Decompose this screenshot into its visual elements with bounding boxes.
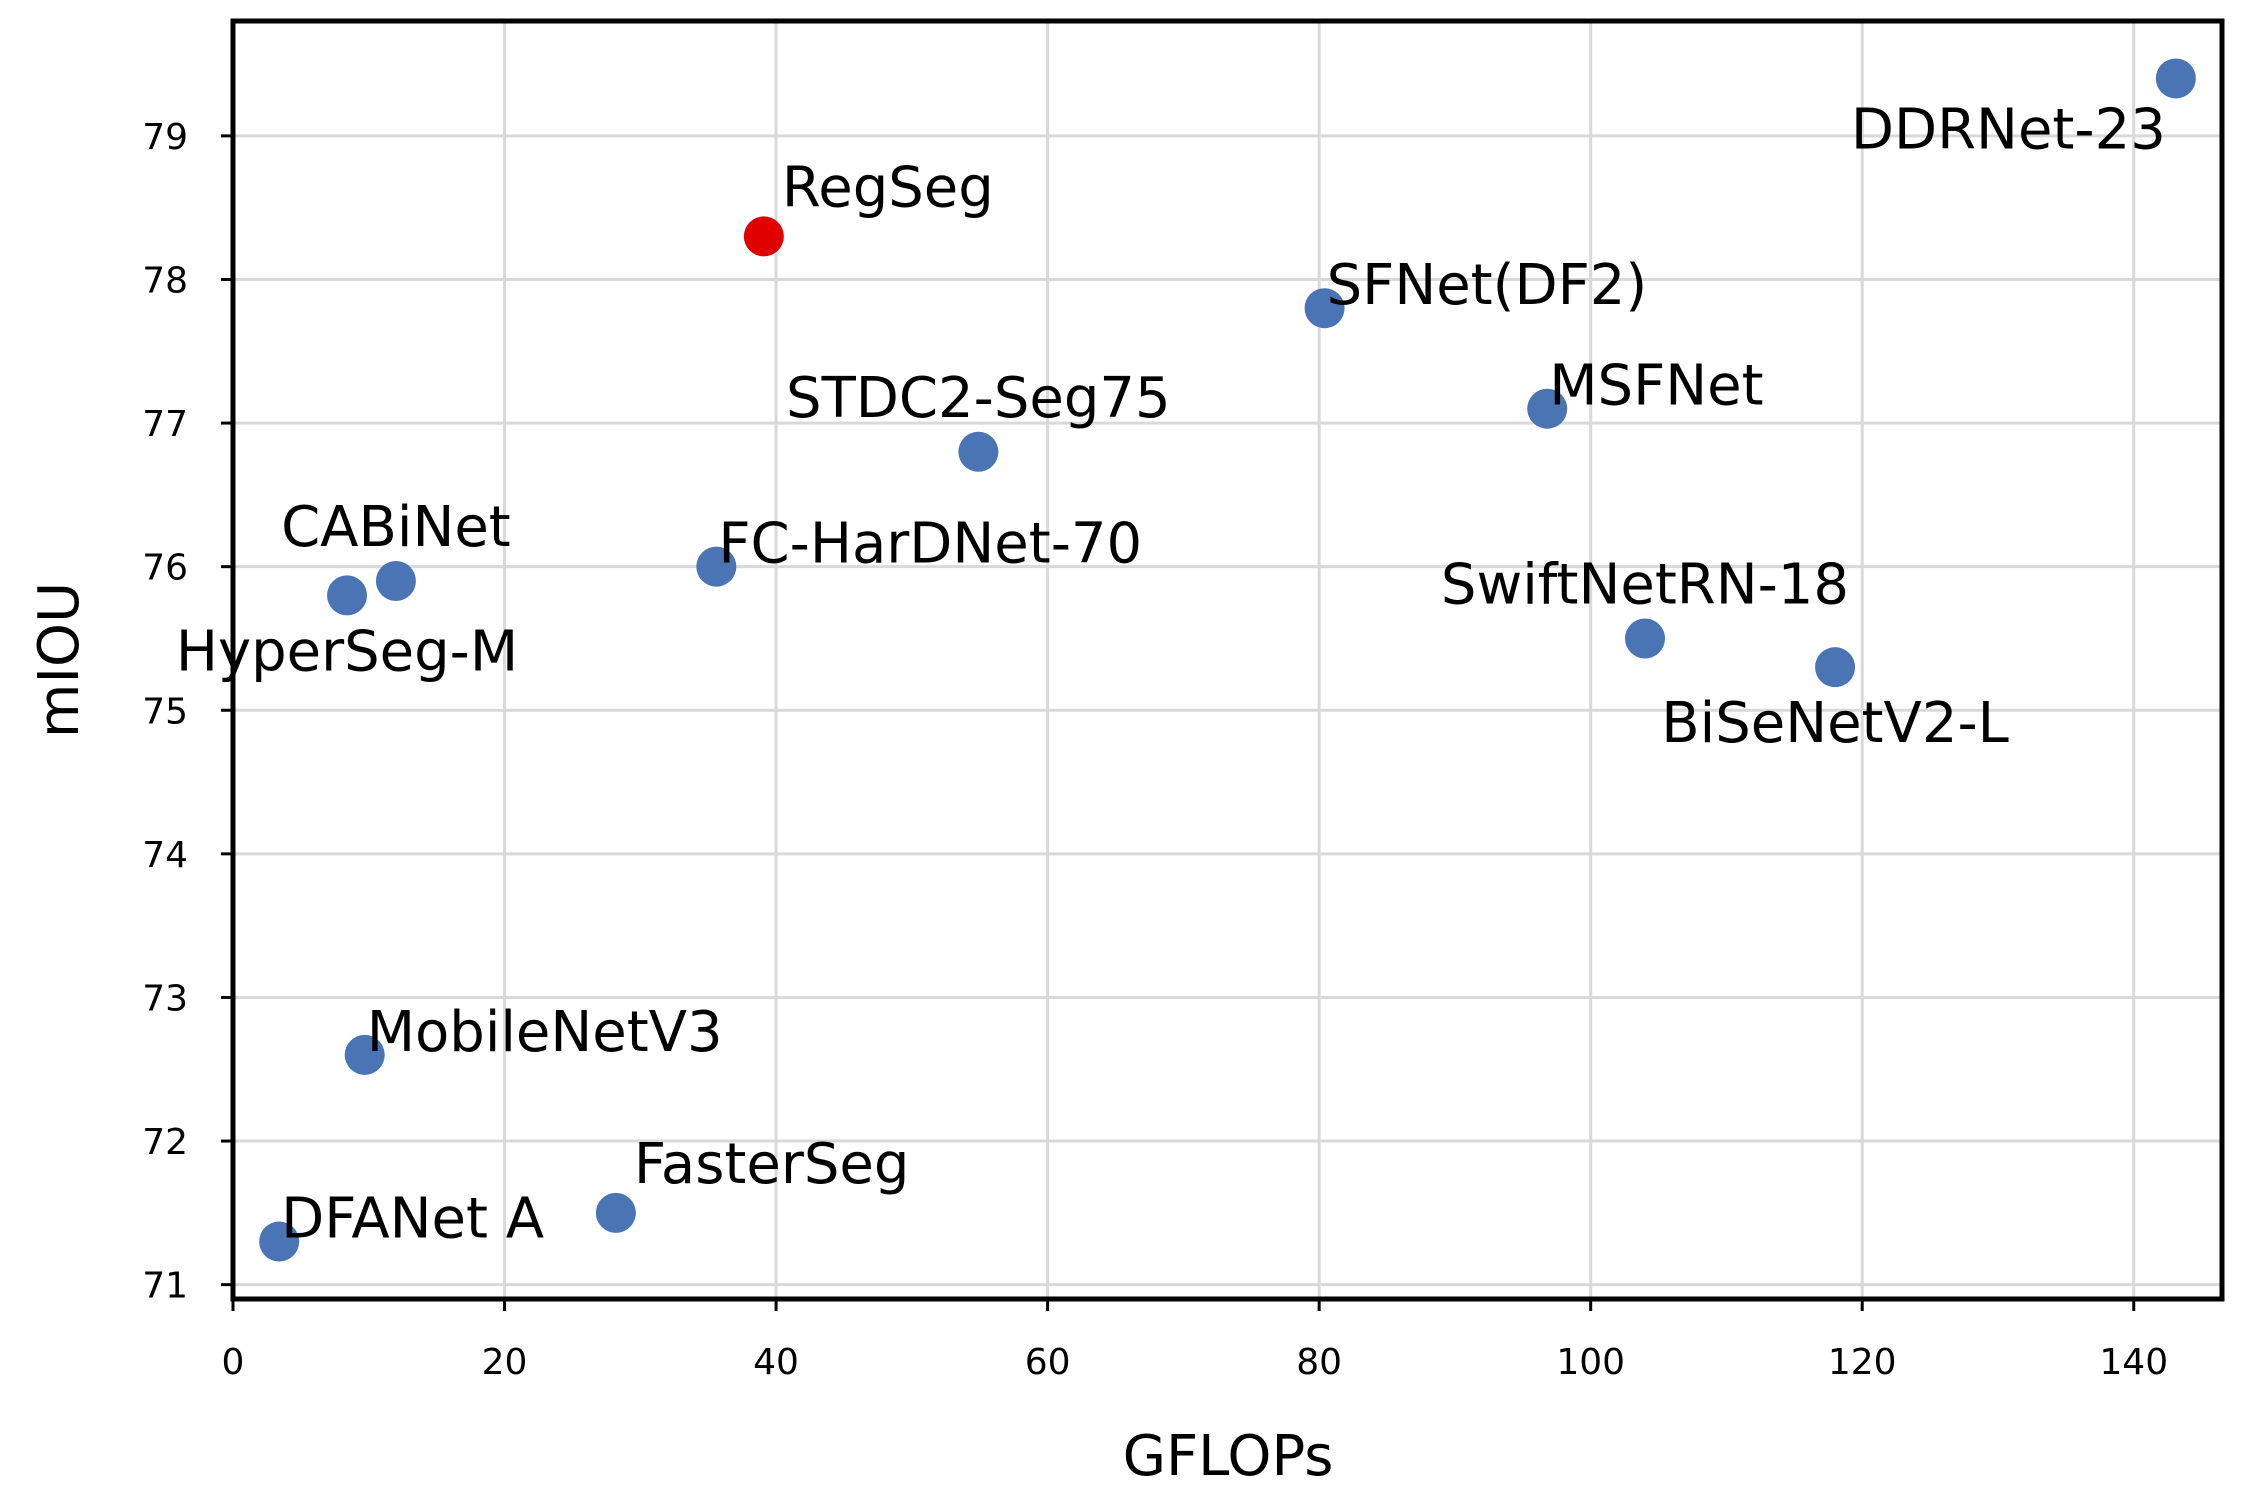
point-label: DDRNet-23 [1851, 97, 2166, 162]
data-point [376, 561, 416, 601]
data-point [958, 432, 998, 472]
point-label: HyperSeg-M [176, 619, 518, 684]
x-tick-label: 60 [1025, 1342, 1071, 1383]
x-tick-label: 120 [1828, 1342, 1897, 1383]
x-tick-label: 40 [753, 1342, 799, 1383]
y-tick-label: 79 [142, 117, 188, 158]
y-tick-label: 73 [142, 978, 188, 1019]
point-labels: DDRNet-23 RegSeg SFNet(DF2) MSFNet STDC2-Seg… [176, 97, 2166, 1251]
point-label: FasterSeg [634, 1132, 910, 1197]
y-tick-label: 77 [142, 404, 188, 445]
point-label: MSFNet [1549, 354, 1763, 419]
point-label: MobileNetV3 [367, 1000, 723, 1065]
point-label: STDC2-Seg75 [786, 366, 1171, 431]
point-label: BiSeNetV2-L [1661, 691, 2009, 756]
data-point [1815, 647, 1855, 687]
y-tick-label: 72 [142, 1122, 188, 1163]
x-tick-label: 100 [1556, 1342, 1625, 1383]
y-tick-label: 75 [142, 691, 188, 732]
point-label: DFANet A [281, 1187, 544, 1252]
data-point [1625, 618, 1665, 658]
point-label: RegSeg [782, 155, 994, 220]
data-points [259, 58, 2196, 1261]
data-point [744, 216, 784, 256]
point-label: SFNet(DF2) [1327, 253, 1648, 318]
point-label: FC-HarDNet-70 [718, 512, 1142, 577]
grid [233, 21, 2222, 1299]
y-tick-label: 76 [142, 548, 188, 589]
x-tick-label: 0 [222, 1342, 245, 1383]
y-axis-label: mIOU [27, 582, 92, 738]
point-label: CABiNet [281, 495, 511, 560]
y-tick-label: 78 [142, 260, 188, 301]
data-point [596, 1193, 636, 1233]
x-tick-label: 80 [1296, 1342, 1342, 1383]
point-label: SwiftNetRN-18 [1441, 552, 1849, 617]
data-point [327, 575, 367, 615]
x-tick-label: 140 [2099, 1342, 2168, 1383]
y-tick-label: 71 [142, 1266, 188, 1307]
data-point [2156, 58, 2196, 98]
y-tick-label: 74 [142, 835, 188, 876]
x-axis-label: GFLOPs [1123, 1424, 1334, 1489]
x-tick-label: 20 [482, 1342, 528, 1383]
plot-frame [233, 21, 2222, 1299]
